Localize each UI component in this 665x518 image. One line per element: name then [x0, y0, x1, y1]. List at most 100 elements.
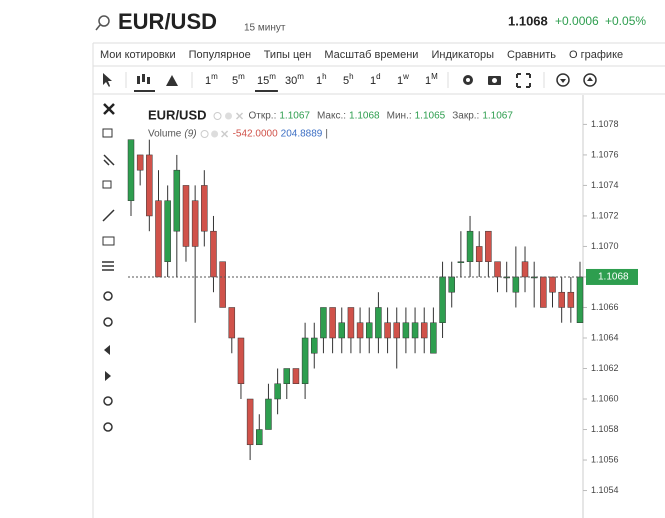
- candle-body: [347, 307, 355, 339]
- legend-label: Мин.:: [387, 111, 412, 122]
- menu-item[interactable]: Мои котировки: [100, 49, 176, 61]
- magnet-tool[interactable]: [103, 396, 113, 406]
- menu-item[interactable]: Типы цен: [264, 49, 312, 61]
- y-tick-label: 1.1064: [591, 332, 619, 342]
- y-tick-label: 1.1058: [591, 424, 619, 434]
- legend-label: Откр.:: [249, 111, 277, 122]
- menu: Мои котировки Популярное Типы цен Масштаб в…: [100, 49, 623, 61]
- chart-legend: EUR/USD Откр.: 1.1067 Макс.: 1.1068 Мин.: 1.10…: [148, 107, 513, 139]
- cursor-icon[interactable]: [103, 73, 112, 87]
- interval-unit: h: [349, 72, 353, 81]
- fullscreen-icon[interactable]: [516, 73, 531, 88]
- crosshair-tool[interactable]: [103, 154, 115, 166]
- zoom-in-tool[interactable]: [103, 291, 113, 301]
- rect-tool[interactable]: [102, 236, 115, 246]
- y-tick-label: 1.1062: [591, 363, 619, 373]
- candle-body: [246, 398, 254, 446]
- remove-icon[interactable]: [235, 112, 244, 120]
- legend-value: 1.1068: [349, 111, 380, 122]
- candle-body: [430, 322, 437, 354]
- toolbar: 1m 5m 15m 30m 1h 5h 1d 1w 1M: [103, 72, 597, 92]
- interval-unit: m: [269, 72, 276, 81]
- close-tool[interactable]: [103, 103, 115, 115]
- interval-unit: M: [431, 72, 438, 81]
- candle-body: [521, 261, 529, 278]
- scroll-right-tool[interactable]: [105, 371, 111, 381]
- search-icon[interactable]: [98, 15, 110, 27]
- candle-body: [411, 322, 419, 339]
- menu-item[interactable]: Сравнить: [507, 49, 556, 61]
- drawing-tools: [102, 103, 115, 432]
- candle-body: [191, 200, 199, 247]
- candle-body: [127, 139, 135, 201]
- candle-body: [494, 261, 501, 278]
- scroll-left-tool[interactable]: [104, 345, 110, 355]
- candle-body: [558, 291, 565, 308]
- candle-body: [420, 322, 428, 339]
- period: 15 минут: [244, 23, 286, 34]
- interval-number: 1: [397, 75, 403, 87]
- candle-body: [311, 337, 318, 354]
- interval-button[interactable]: 1w: [397, 72, 409, 87]
- candle-body: [576, 276, 584, 323]
- candle-body: [219, 261, 226, 308]
- candle-body: [393, 322, 400, 339]
- interval-button[interactable]: 15m: [257, 72, 276, 87]
- zoom-out-tool[interactable]: [103, 317, 113, 327]
- interval-button[interactable]: 1d: [370, 72, 381, 87]
- eye-icon[interactable]: [213, 112, 222, 120]
- interval-button[interactable]: 1m: [205, 72, 218, 87]
- candle-body: [173, 169, 181, 232]
- eye-icon[interactable]: [200, 130, 209, 138]
- volume-label: Volume: [148, 129, 182, 140]
- menu-item[interactable]: О графике: [569, 49, 623, 61]
- area-icon[interactable]: [166, 75, 178, 86]
- candle-body: [549, 276, 556, 293]
- legend-symbol: EUR/USD: [148, 107, 207, 122]
- candles-icon[interactable]: [137, 74, 150, 84]
- interval-button[interactable]: 30m: [285, 72, 304, 87]
- copy-tool[interactable]: [102, 180, 112, 189]
- change: +0.0006: [555, 14, 599, 28]
- candle-body: [540, 276, 547, 308]
- candle-body: [136, 154, 144, 171]
- menu-item[interactable]: Популярное: [189, 49, 251, 61]
- volume-value-1: -542.0000: [233, 129, 278, 140]
- settings-icon[interactable]: [225, 112, 233, 120]
- line-tool[interactable]: [102, 209, 115, 222]
- y-tick-label: 1.1072: [591, 210, 619, 220]
- menu-item[interactable]: Масштаб времени: [324, 49, 418, 61]
- fib-tool[interactable]: [102, 261, 114, 271]
- candle-body: [375, 307, 382, 339]
- remove-icon[interactable]: [221, 130, 229, 138]
- candle-body: [237, 337, 245, 385]
- legend-label: Макс.:: [317, 111, 346, 122]
- interval-button[interactable]: 5m: [232, 72, 245, 87]
- legend-label: Закр.:: [452, 111, 479, 122]
- candle-body: [283, 368, 291, 385]
- interval-button[interactable]: 1M: [425, 72, 438, 87]
- volume-value-2: 204.8889: [281, 129, 323, 140]
- interval-number: 30: [285, 75, 297, 87]
- interval-number: 1: [205, 75, 211, 87]
- candle-body: [512, 276, 520, 293]
- select-tool[interactable]: [102, 128, 113, 138]
- interval-number: 5: [232, 75, 238, 87]
- change-pct: +0.05%: [605, 14, 646, 28]
- y-tick-label: 1.1060: [591, 393, 619, 403]
- y-tick-label: 1.1074: [591, 180, 619, 190]
- upload-icon[interactable]: [583, 73, 597, 87]
- interval-button[interactable]: 1h: [316, 72, 327, 87]
- upload-arrow: [587, 77, 593, 81]
- settings-icon[interactable]: [211, 130, 219, 138]
- candle-body: [265, 398, 272, 430]
- volume-param: (9): [184, 129, 196, 140]
- interval-button[interactable]: 5h: [343, 72, 354, 87]
- interval-unit: d: [376, 72, 380, 81]
- menu-item[interactable]: Индикаторы: [431, 49, 494, 61]
- reset-tool[interactable]: [103, 422, 113, 432]
- interval-number: 5: [343, 75, 349, 87]
- download-icon[interactable]: [556, 73, 570, 87]
